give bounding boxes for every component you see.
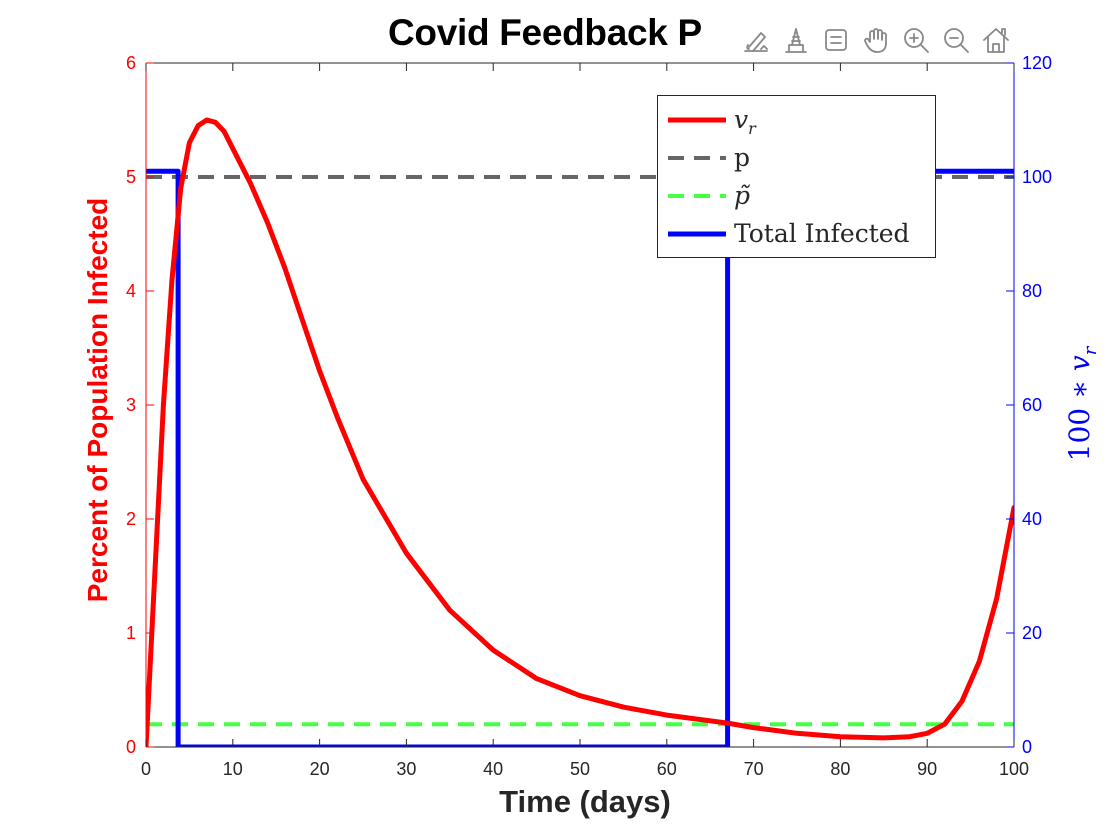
pan-hand-icon <box>864 28 887 53</box>
x-tick-label: 70 <box>744 759 764 779</box>
pan-button[interactable] <box>858 22 894 58</box>
legend-item-ptilde: p̃ <box>658 176 935 214</box>
legend-item-total-infected: Total Infected <box>658 214 935 252</box>
zoom-in-button[interactable] <box>898 22 934 58</box>
y-right-tick-label: 40 <box>1022 509 1042 529</box>
brush-edit-icon <box>744 32 768 52</box>
x-tick-label: 90 <box>917 759 937 779</box>
x-tick-label: 50 <box>570 759 590 779</box>
legend-swatch-p <box>668 156 726 160</box>
legend-item-p: p <box>658 138 935 176</box>
legend-swatch-vr <box>668 117 726 123</box>
x-tick-label: 20 <box>310 759 330 779</box>
y-left-tick-label: 0 <box>126 737 136 757</box>
y-left-tick-label: 4 <box>126 281 136 301</box>
legend-label-p: p <box>734 143 751 172</box>
y-right-tick-label: 20 <box>1022 623 1042 643</box>
legend-swatch-total-infected <box>668 231 726 237</box>
data-tips-button[interactable] <box>778 22 814 58</box>
zoom-in-icon <box>904 28 929 53</box>
y-axis-label-left: Percent of Population Infected <box>82 197 113 603</box>
y-left-tick-label: 5 <box>126 167 136 187</box>
zoom-out-icon <box>944 28 969 53</box>
restore-view-button[interactable] <box>818 22 854 58</box>
y-right-tick-label: 0 <box>1022 737 1032 757</box>
legend[interactable]: vr p p̃ Total Infected <box>657 95 936 258</box>
y-left-tick-label: 2 <box>126 509 136 529</box>
y-right-tick-label: 100 <box>1022 167 1052 187</box>
x-tick-label: 100 <box>999 759 1029 779</box>
x-tick-label: 30 <box>396 759 416 779</box>
x-tick-label: 10 <box>223 759 243 779</box>
restore-view-icon <box>825 29 847 51</box>
axes-toolbar <box>738 20 1014 60</box>
chart-title: Covid Feedback P <box>388 12 702 53</box>
y-right-tick-label: 60 <box>1022 395 1042 415</box>
x-tick-label: 60 <box>657 759 677 779</box>
axes: 0 10 20 30 40 50 60 70 80 90 100012345602040608010… <box>126 53 1052 779</box>
y-axis-label-right: 100 ∗ vr <box>1063 347 1101 462</box>
home-button[interactable] <box>978 22 1014 58</box>
series-line-v-r <box>146 117 1014 747</box>
x-tick-label: 40 <box>483 759 503 779</box>
zoom-out-button[interactable] <box>938 22 974 58</box>
legend-label-ptilde: p̃ <box>734 181 751 210</box>
y-axis-label-right-prefix: 100 ∗ <box>1063 371 1097 462</box>
y-right-tick-label: 120 <box>1022 53 1052 73</box>
y-axis-label-right-var: v <box>1063 355 1097 372</box>
brush-edit-button[interactable] <box>738 22 774 58</box>
y-left-tick-label: 3 <box>126 395 136 415</box>
x-tick-label: 0 <box>141 759 151 779</box>
legend-label-vr: vr <box>734 105 756 138</box>
legend-swatch-ptilde <box>668 194 726 198</box>
y-right-tick-label: 80 <box>1022 281 1042 301</box>
x-axis-label: Time (days) <box>499 784 671 819</box>
y-left-tick-label: 6 <box>126 53 136 73</box>
legend-item-vr: vr <box>658 100 935 138</box>
y-left-tick-label: 1 <box>126 623 136 643</box>
y-axis-label-right-sub: r <box>1079 346 1101 356</box>
x-tick-label: 80 <box>830 759 850 779</box>
legend-label-total-infected: Total Infected <box>734 219 910 248</box>
data-tips-icon <box>785 28 807 53</box>
home-icon <box>983 28 1009 53</box>
